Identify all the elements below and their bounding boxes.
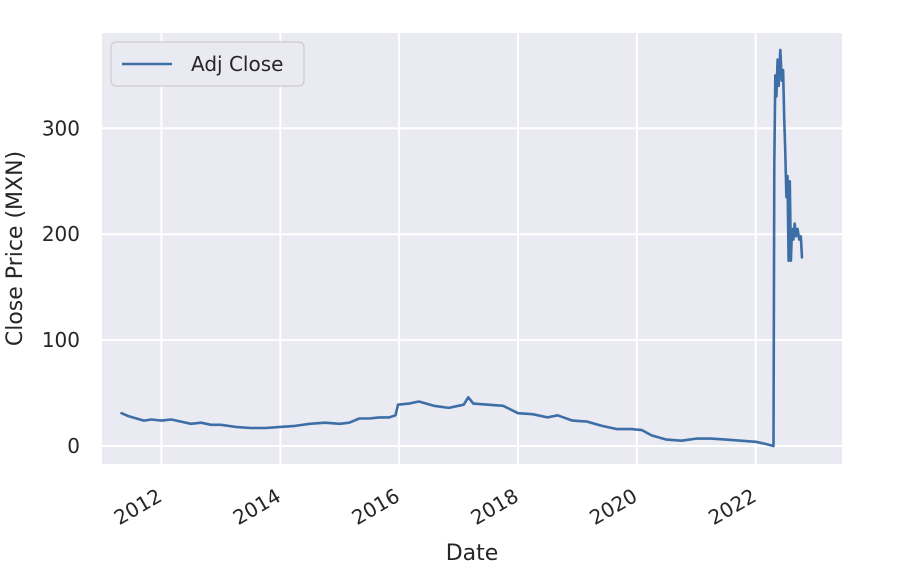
y-axis-label: Close Price (MXN) xyxy=(3,151,28,346)
x-axis-ticks: 2012 2014 2016 2018 2020 2022 xyxy=(110,484,760,530)
y-axis-ticks: 0 100 200 300 xyxy=(42,116,80,458)
legend-box xyxy=(110,41,305,87)
grid-lines xyxy=(102,33,842,464)
x-axis-label: Date xyxy=(446,541,499,566)
x-tick-label: 2016 xyxy=(348,484,404,530)
x-tick-label: 2020 xyxy=(585,484,641,530)
y-tick-label: 200 xyxy=(42,222,80,246)
y-tick-label: 0 xyxy=(67,434,80,458)
x-tick-label: 2012 xyxy=(110,484,166,530)
legend-label-adj-close: Adj Close xyxy=(191,52,283,76)
y-tick-label: 300 xyxy=(42,116,80,140)
x-tick-label: 2022 xyxy=(704,484,760,530)
x-tick-label: 2018 xyxy=(466,484,522,530)
x-tick-label: 2014 xyxy=(229,484,285,530)
y-tick-label: 100 xyxy=(42,328,80,352)
series-layer xyxy=(120,48,804,448)
series-line-1 xyxy=(120,48,804,448)
plot-area xyxy=(102,33,842,464)
legend: Adj Close xyxy=(110,41,305,87)
